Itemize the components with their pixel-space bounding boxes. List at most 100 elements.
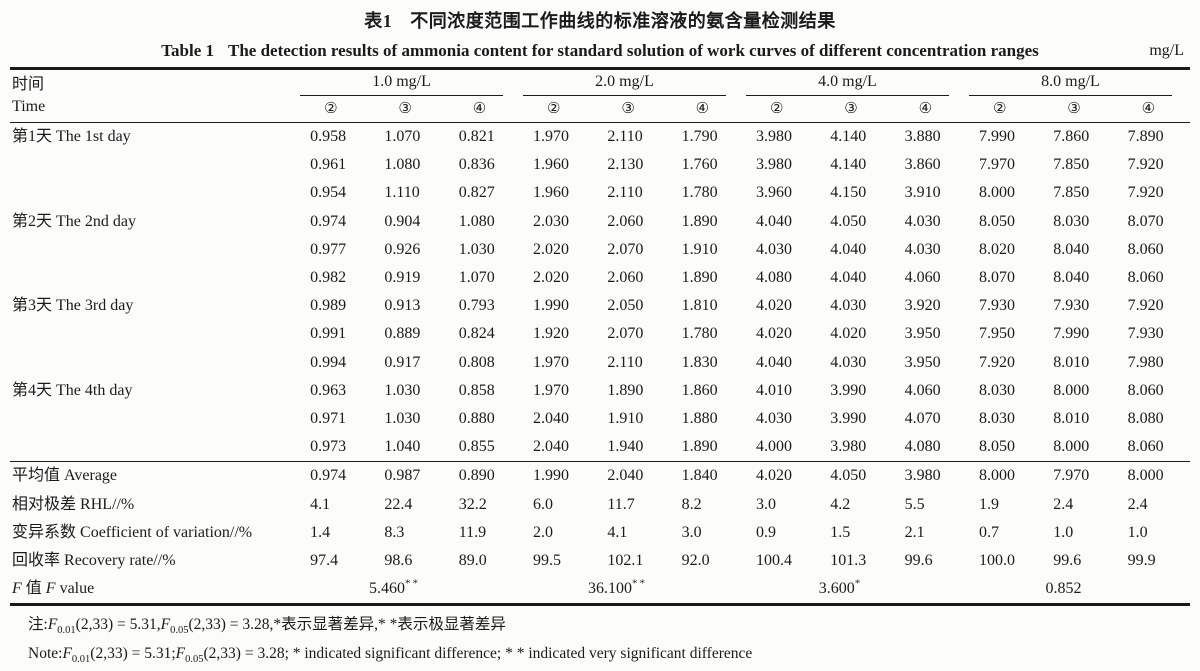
subcol-circled-4: ④ [892, 96, 967, 123]
value-cell: 1.860 [681, 381, 718, 399]
value-cell: 8.070 [1127, 212, 1164, 230]
table-title-zh: 表1 不同浓度范围工作曲线的标准溶液的氨含量检测结果 [0, 7, 1200, 33]
note-line-zh: 注:F0.01(2,33) = 5.31,F0.05(2,33) = 3.28,… [28, 613, 1200, 642]
value-cell: 100.0 [978, 551, 1015, 569]
table-row: 0.982 0.919 1.070 2.020 2.060 1.890 4.080 4.040… [10, 264, 1190, 292]
row-label: 第1天 The 1st day [10, 123, 298, 208]
value-cell: 99.6 [904, 551, 933, 569]
value-cell: 1.0 [1053, 523, 1074, 541]
value-cell: 2.020 [533, 269, 570, 287]
row-label-en: The 1st day [56, 128, 131, 146]
value-cell: 3.950 [904, 325, 941, 343]
value-cell: 3.980 [830, 438, 867, 456]
value-cell: 0.890 [446, 461, 522, 491]
value-cell: 0.855 [458, 438, 495, 456]
value-cell: 0.963 [310, 381, 347, 399]
value-cell: 2.130 [607, 156, 644, 174]
f-symbol: F [62, 645, 72, 663]
value-cell: 8.030 [978, 381, 1015, 399]
value-cell: 4.020 [755, 325, 792, 343]
group-header-2: 2.0 mg/L [521, 69, 744, 96]
group-header-1: 1.0 mg/L [298, 69, 521, 96]
time-header-en: Time [12, 98, 46, 115]
value-cell: 1.030 [384, 381, 421, 399]
value-cell: 1.970 [533, 353, 570, 371]
table-row: 第2天 The 2nd day 0.974 0.904 1.080 2.030 2.060… [10, 208, 1190, 236]
note-prefix: 注: [28, 616, 48, 634]
value-cell: 1.780 [681, 325, 718, 343]
subcol-circled-2: ② [966, 96, 1042, 123]
value-cell: 4.060 [904, 269, 941, 287]
value-cell: 8.3 [384, 523, 405, 541]
unit-label: mg/L [1149, 42, 1184, 59]
value-cell: 1.070 [384, 128, 421, 146]
value-cell: 0.7 [978, 523, 999, 541]
f-subscript: 0.01 [71, 654, 91, 666]
table-row: 0.991 0.889 0.824 1.920 2.070 1.780 4.020 4.020… [10, 320, 1190, 348]
value-cell: 2.020 [533, 240, 570, 258]
value-cell: 4.040 [830, 269, 867, 287]
note-text: * indicated significant difference; * * … [292, 645, 753, 663]
value-cell: 3.0 [755, 495, 776, 513]
value-cell: 3.950 [904, 353, 941, 371]
table-row: F 值 F value 5.460** 36.100** 3.600* 0.852 [10, 575, 1190, 605]
subcol-circled-4: ④ [669, 96, 744, 123]
value-cell: 3.0 [681, 523, 702, 541]
value-cell: 0.917 [384, 353, 421, 371]
value-cell: 1.970 [533, 381, 570, 399]
value-cell: 4.030 [904, 212, 941, 230]
value-cell: 1.760 [681, 156, 718, 174]
subcol-circled-2: ② [743, 96, 819, 123]
value-cell: 8.000 [1053, 381, 1090, 399]
note-text: (2,33) = 5.31; [90, 645, 176, 663]
note-text: (2,33) = 3.28, [188, 616, 274, 634]
f-value-cell: 0.852 [967, 575, 1190, 605]
row-label: 第3天 The 3rd day [10, 292, 298, 377]
row-label-zh: 相对极差 [12, 495, 77, 513]
f-value: 36.100 [588, 579, 632, 597]
value-cell: 0.889 [384, 325, 421, 343]
value-cell: 1.040 [384, 438, 421, 456]
subcol-circled-4: ④ [1115, 96, 1190, 123]
f-value-cell: 3.600* [744, 575, 967, 605]
value-cell: 0.836 [458, 156, 495, 174]
note-line-en: Note:F0.01(2,33) = 5.31;F0.05(2,33) = 3.… [28, 642, 1200, 671]
value-cell: 1.940 [607, 438, 644, 456]
value-cell: 8.020 [978, 240, 1015, 258]
group-label: 4.0 mg/L [745, 73, 949, 96]
value-cell: 0.954 [310, 184, 347, 202]
f-symbol: F [160, 616, 171, 634]
table-row: 第4天 The 4th day 0.963 1.030 0.858 1.970 1.890… [10, 377, 1190, 405]
value-cell: 1.4 [310, 523, 331, 541]
value-cell: 92.0 [681, 551, 710, 569]
table-row: 回收率 Recovery rate//% 97.4 98.6 89.0 99.5 102.… [10, 547, 1190, 575]
value-cell: 7.950 [978, 325, 1015, 343]
row-label-en: Average [64, 467, 118, 485]
time-column-header: 时间 Time [10, 68, 299, 123]
value-cell: 11.9 [458, 523, 487, 541]
row-label-en: Recovery rate//% [64, 551, 176, 569]
value-cell: 8.2 [681, 495, 702, 513]
value-cell: 8.050 [978, 438, 1015, 456]
results-table: 时间 Time 1.0 mg/L 2.0 mg/L 4.0 mg/L 8.0 m… [10, 67, 1190, 607]
table-number-zh: 表1 [364, 11, 393, 31]
value-cell: 8.030 [978, 409, 1015, 427]
value-cell: 4.030 [755, 409, 792, 427]
note-text: (2,33) = 5.31, [75, 616, 161, 634]
row-label: 第2天 The 2nd day [10, 208, 298, 293]
group-label: 8.0 mg/L [968, 73, 1172, 96]
value-cell: 0.808 [458, 353, 495, 371]
value-cell: 7.920 [978, 353, 1015, 371]
f-symbol: F [47, 616, 58, 634]
value-cell: 1.9 [978, 495, 999, 513]
value-cell: 0.989 [310, 297, 347, 315]
value-cell: 2.040 [595, 461, 670, 491]
value-cell: 8.010 [1053, 409, 1090, 427]
value-cell: 8.000 [978, 184, 1015, 202]
value-cell: 1.960 [533, 184, 570, 202]
value-cell: 3.880 [904, 128, 941, 146]
row-label-en: The 2nd day [56, 212, 136, 230]
value-cell: 0.974 [298, 461, 373, 491]
value-cell: 5.5 [904, 495, 925, 513]
